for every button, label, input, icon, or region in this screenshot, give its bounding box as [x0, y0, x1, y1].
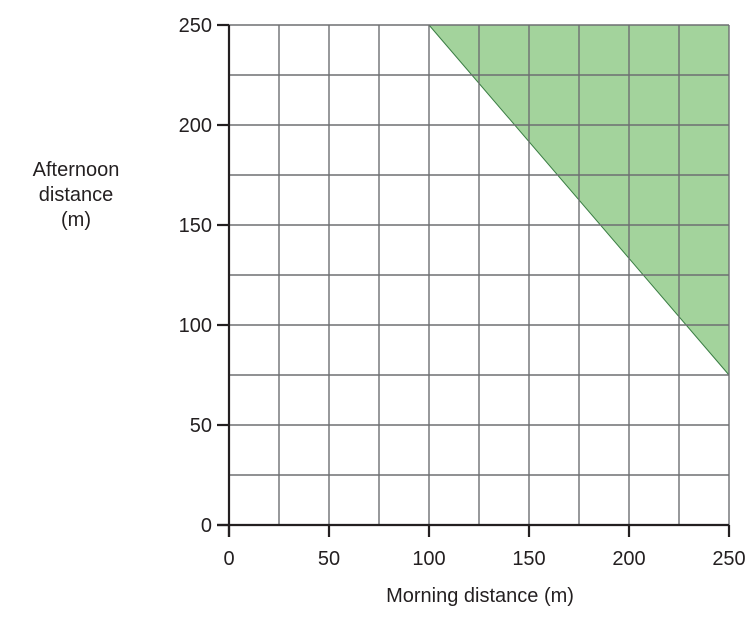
grid-layer — [229, 24, 730, 525]
x-tick-label-50: 50 — [318, 548, 340, 570]
y-tick-label-0: 0 — [201, 515, 212, 537]
y-axis-title-line-2: distance — [39, 184, 114, 206]
x-tick-label-0: 0 — [223, 548, 234, 570]
y-axis-title-line-1: Afternoon — [33, 159, 120, 181]
y-tick-label-100: 100 — [179, 315, 212, 337]
x-tick-label-150: 150 — [512, 548, 545, 570]
axis-layer — [217, 23, 731, 537]
y-tick-label-200: 200 — [179, 115, 212, 137]
x-tick-label-250: 250 — [712, 548, 745, 570]
y-tick-label-250: 250 — [179, 15, 212, 37]
x-axis-title: Morning distance (m) — [386, 585, 574, 607]
x-tick-label-100: 100 — [412, 548, 445, 570]
y-axis-title-line-3: (m) — [61, 209, 91, 231]
tick-label-layer: 0 50 100 150 200 250 0 50 100 150 200 250 — [179, 15, 746, 570]
y-tick-label-150: 150 — [179, 215, 212, 237]
x-tick-label-200: 200 — [612, 548, 645, 570]
y-tick-label-50: 50 — [190, 415, 212, 437]
